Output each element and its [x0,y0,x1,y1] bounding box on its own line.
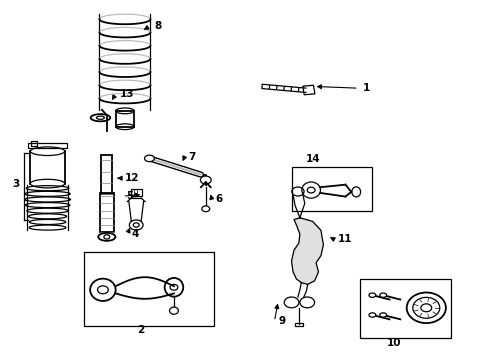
Ellipse shape [27,208,68,213]
Text: 6: 6 [216,194,223,204]
Text: 3: 3 [12,179,20,189]
Ellipse shape [24,197,71,202]
Bar [30,151,65,184]
Ellipse shape [145,155,154,162]
Ellipse shape [352,187,361,197]
Ellipse shape [284,297,299,308]
Ellipse shape [292,187,304,196]
Text: 7: 7 [189,152,196,162]
Text: 1: 1 [363,83,370,93]
Text: 11: 11 [338,234,353,244]
Ellipse shape [30,147,65,156]
Polygon shape [292,218,323,284]
Text: 14: 14 [306,154,321,164]
Ellipse shape [202,206,210,212]
Ellipse shape [25,191,70,196]
Ellipse shape [369,293,376,297]
Ellipse shape [300,297,315,308]
Ellipse shape [165,278,183,297]
Text: 10: 10 [387,338,402,348]
Ellipse shape [29,220,66,225]
Text: 4: 4 [131,229,139,239]
Text: 13: 13 [120,89,135,99]
Ellipse shape [200,176,211,184]
Ellipse shape [30,179,65,188]
Ellipse shape [369,313,376,317]
Bar [31,141,37,146]
Text: 8: 8 [154,21,162,31]
Text: 2: 2 [137,325,145,335]
Ellipse shape [28,214,67,219]
Ellipse shape [380,313,387,317]
Bar [84,252,214,326]
Ellipse shape [170,307,178,314]
Bar [292,167,372,211]
Ellipse shape [29,225,66,230]
Ellipse shape [26,186,69,191]
Text: 9: 9 [278,316,286,327]
Bar [360,279,451,338]
Ellipse shape [98,233,116,241]
Bar [100,193,114,232]
Ellipse shape [407,292,446,323]
Bar [101,155,112,194]
Bar [28,143,67,148]
Bar [116,111,134,127]
Text: 5: 5 [126,191,134,201]
Ellipse shape [129,220,143,230]
Bar [131,189,142,196]
Text: 12: 12 [125,173,140,183]
Ellipse shape [25,203,70,208]
Ellipse shape [90,279,116,301]
Ellipse shape [302,182,320,198]
Ellipse shape [380,293,387,297]
Bar [303,85,315,95]
Bar [295,323,303,326]
